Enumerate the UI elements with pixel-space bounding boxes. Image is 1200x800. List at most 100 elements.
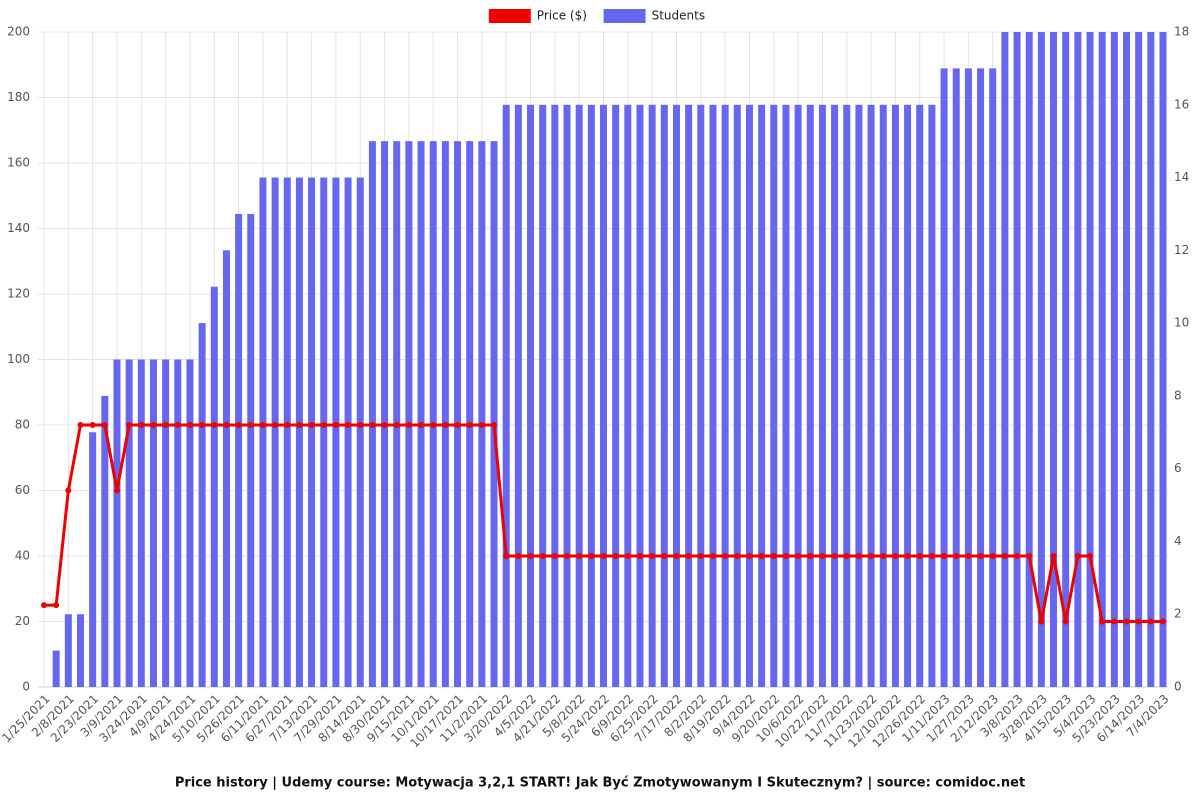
price-point xyxy=(564,553,571,559)
y2-tick-label: 2 xyxy=(1174,607,1182,621)
bar xyxy=(295,177,303,688)
price-point xyxy=(223,422,230,428)
price-point xyxy=(89,422,96,428)
price-point xyxy=(636,553,643,559)
bar xyxy=(928,104,936,688)
bar xyxy=(1123,32,1131,687)
price-point xyxy=(649,553,656,559)
price-point xyxy=(478,422,485,428)
bar xyxy=(344,177,352,688)
price-point xyxy=(661,553,668,559)
bar xyxy=(405,141,413,687)
bar xyxy=(429,141,437,687)
price-point xyxy=(539,553,546,559)
price-point xyxy=(41,602,47,609)
bar xyxy=(1147,32,1155,687)
bar xyxy=(697,104,705,688)
price-point xyxy=(296,422,303,428)
bar xyxy=(600,104,607,688)
bar xyxy=(320,177,328,688)
bar xyxy=(733,104,741,688)
bar xyxy=(672,104,680,688)
price-point xyxy=(1099,618,1106,625)
price-point xyxy=(405,422,412,428)
price-point xyxy=(916,553,923,559)
price-point xyxy=(357,422,364,428)
bar xyxy=(235,213,243,687)
price-point xyxy=(126,422,133,428)
y-tick-label: 200 xyxy=(7,25,30,39)
price-point xyxy=(709,553,716,559)
bar xyxy=(174,359,182,687)
bar xyxy=(891,104,899,688)
bar xyxy=(745,104,753,688)
price-point xyxy=(454,422,461,428)
bar xyxy=(502,104,510,688)
bar xyxy=(1159,32,1167,687)
bar xyxy=(162,359,170,687)
bar xyxy=(563,104,571,688)
bar xyxy=(89,432,97,687)
y-tick-label: 20 xyxy=(15,614,30,628)
bar xyxy=(648,104,656,688)
y2-tick-label: 16 xyxy=(1174,97,1189,111)
bar xyxy=(1098,32,1106,687)
bar xyxy=(478,141,486,687)
price-point xyxy=(466,422,473,428)
price-point xyxy=(612,553,619,559)
bar xyxy=(964,68,972,687)
bar xyxy=(283,177,291,688)
bar xyxy=(587,104,595,688)
legend-swatch xyxy=(488,9,531,23)
bar xyxy=(794,104,802,688)
bar xyxy=(770,104,778,688)
y-tick-label: 140 xyxy=(7,221,30,235)
price-point xyxy=(600,553,607,559)
bar xyxy=(1135,32,1143,687)
bar xyxy=(454,141,462,687)
price-point xyxy=(186,422,193,428)
price-point xyxy=(868,553,875,559)
price-point xyxy=(880,553,887,559)
bar xyxy=(247,213,255,687)
price-point xyxy=(819,553,826,559)
price-point xyxy=(588,553,595,559)
bar xyxy=(843,104,851,688)
bar xyxy=(52,650,60,687)
price-point xyxy=(795,553,802,559)
price-point xyxy=(527,553,534,559)
y2-tick-label: 12 xyxy=(1174,243,1189,257)
bar xyxy=(466,141,474,687)
bar xyxy=(198,323,206,687)
price-point xyxy=(1111,618,1118,625)
price-point xyxy=(1123,618,1130,625)
price-point xyxy=(162,422,169,428)
bar xyxy=(782,104,790,688)
bar xyxy=(624,104,632,688)
price-point xyxy=(503,553,510,559)
price-point xyxy=(892,553,899,559)
bar xyxy=(1001,32,1009,687)
price-point xyxy=(369,422,376,428)
price-point xyxy=(211,422,218,428)
price-point xyxy=(345,422,352,428)
y-tick-label: 40 xyxy=(15,549,30,563)
price-point xyxy=(770,553,777,559)
price-point xyxy=(272,422,279,428)
price-point xyxy=(576,553,583,559)
price-point xyxy=(1135,618,1142,625)
price-point xyxy=(928,553,935,559)
bar xyxy=(149,359,157,687)
y2-tick-label: 4 xyxy=(1174,534,1182,548)
price-point xyxy=(442,422,449,428)
bar xyxy=(186,359,194,687)
bar xyxy=(441,141,449,687)
y-tick-label: 160 xyxy=(7,156,30,170)
bar xyxy=(113,359,121,687)
price-point xyxy=(174,422,181,428)
bar xyxy=(393,141,401,687)
bar xyxy=(76,614,84,687)
price-point xyxy=(904,553,911,559)
price-point xyxy=(1087,553,1094,559)
price-point xyxy=(332,422,339,428)
